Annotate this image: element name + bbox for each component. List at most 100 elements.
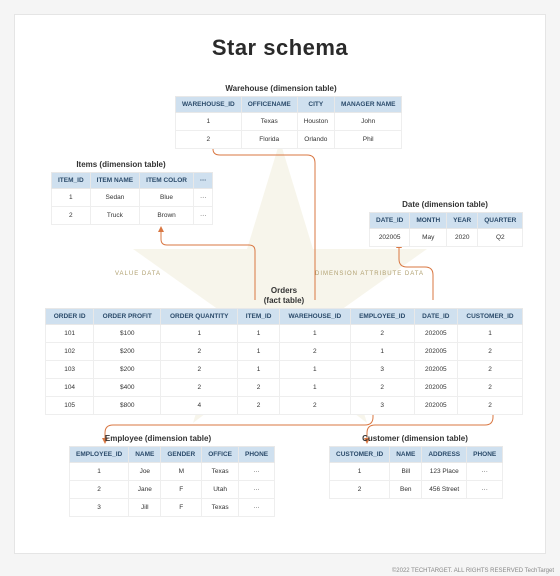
customer-table-block: Customer (dimension table) CUSTOMER_IDNA… bbox=[329, 431, 501, 499]
table-cell: Texas bbox=[202, 463, 239, 481]
table-cell: 456 Street bbox=[422, 481, 467, 499]
table-row: 3JillFTexas··· bbox=[70, 499, 275, 517]
diagram-canvas: Star schema Warehouse (dimension table) … bbox=[14, 14, 546, 554]
column-header: NAME bbox=[390, 447, 422, 463]
table-cell: ··· bbox=[467, 463, 503, 481]
column-header: PHONE bbox=[467, 447, 503, 463]
table-cell: 2 bbox=[161, 343, 238, 361]
table-cell: Blue bbox=[140, 189, 194, 207]
items-caption: Items (dimension table) bbox=[51, 157, 191, 172]
table-cell: 1 bbox=[279, 361, 350, 379]
table-cell: ··· bbox=[239, 499, 275, 517]
table-cell: 2 bbox=[279, 397, 350, 415]
column-header: ORDER PROFIT bbox=[94, 309, 161, 325]
table-cell: 2020 bbox=[447, 229, 478, 247]
table-row: 2TruckBrown··· bbox=[52, 207, 213, 225]
column-header: OFFICENAME bbox=[241, 97, 297, 113]
table-cell: 1 bbox=[279, 325, 350, 343]
table-cell: 2 bbox=[458, 397, 523, 415]
date-table-block: Date (dimension table) DATE_IDMONTHYEARQ… bbox=[369, 197, 521, 247]
table-cell: 123 Place bbox=[422, 463, 467, 481]
table-cell: Houston bbox=[297, 113, 334, 131]
table-row: 104$40022122020052 bbox=[46, 379, 523, 397]
column-header: DATE_ID bbox=[414, 309, 457, 325]
table-cell: 3 bbox=[350, 361, 414, 379]
table-cell: 2 bbox=[161, 361, 238, 379]
table-cell: John bbox=[334, 113, 402, 131]
table-row: 102$20021212020052 bbox=[46, 343, 523, 361]
table-cell: Jill bbox=[129, 499, 161, 517]
column-header: QUARTER bbox=[478, 213, 523, 229]
table-cell: May bbox=[410, 229, 447, 247]
table-cell: Truck bbox=[90, 207, 139, 225]
dimension-data-label: DIMENSION ATTRIBUTE DATA bbox=[315, 271, 424, 277]
table-row: 105$80042232020052 bbox=[46, 397, 523, 415]
table-cell: 4 bbox=[161, 397, 238, 415]
table-cell: $200 bbox=[94, 343, 161, 361]
table-cell: 1 bbox=[458, 325, 523, 343]
table-cell: ··· bbox=[239, 463, 275, 481]
diagram-title: Star schema bbox=[15, 35, 545, 61]
table-cell: ··· bbox=[467, 481, 503, 499]
table-cell: 1 bbox=[238, 361, 280, 379]
column-header: CITY bbox=[297, 97, 334, 113]
table-cell: 2 bbox=[70, 481, 129, 499]
table-cell: $100 bbox=[94, 325, 161, 343]
table-cell: 2 bbox=[330, 481, 390, 499]
table-cell: 1 bbox=[238, 325, 280, 343]
table-cell: 105 bbox=[46, 397, 94, 415]
footer-copyright: ©2022 TECHTARGET. ALL RIGHTS RESERVED Te… bbox=[392, 568, 554, 574]
table-cell: 2 bbox=[52, 207, 91, 225]
table-cell: Ben bbox=[390, 481, 422, 499]
table-cell: Brown bbox=[140, 207, 194, 225]
table-cell: 202005 bbox=[414, 397, 457, 415]
table-cell: 202005 bbox=[370, 229, 410, 247]
table-cell: 1 bbox=[350, 343, 414, 361]
table-cell: 102 bbox=[46, 343, 94, 361]
table-cell: 2 bbox=[161, 379, 238, 397]
orders-table: ORDER IDORDER PROFITORDER QUANTITYITEM_I… bbox=[45, 308, 523, 415]
table-cell: 2 bbox=[350, 325, 414, 343]
items-table: ITEM_IDITEM NAMEITEM COLOR···1SedanBlue·… bbox=[51, 172, 213, 225]
table-cell: Orlando bbox=[297, 131, 334, 149]
orders-table-block: Orders (fact table) ORDER IDORDER PROFIT… bbox=[45, 283, 523, 415]
column-header: EMPLOYEE_ID bbox=[350, 309, 414, 325]
column-header: PHONE bbox=[239, 447, 275, 463]
column-header: NAME bbox=[129, 447, 161, 463]
table-cell: 101 bbox=[46, 325, 94, 343]
table-cell: Bill bbox=[390, 463, 422, 481]
employee-table-block: Employee (dimension table) EMPLOYEE_IDNA… bbox=[69, 431, 247, 517]
warehouse-table-block: Warehouse (dimension table) WAREHOUSE_ID… bbox=[175, 81, 387, 149]
table-cell: 104 bbox=[46, 379, 94, 397]
table-cell: 2 bbox=[458, 361, 523, 379]
column-header: GENDER bbox=[161, 447, 202, 463]
table-cell: 202005 bbox=[414, 343, 457, 361]
table-cell: 1 bbox=[70, 463, 129, 481]
column-header: WAREHOUSE_ID bbox=[176, 97, 242, 113]
table-row: 2JaneFUtah··· bbox=[70, 481, 275, 499]
table-cell: Texas bbox=[241, 113, 297, 131]
table-cell: 2 bbox=[458, 343, 523, 361]
table-cell: Texas bbox=[202, 499, 239, 517]
table-cell: 1 bbox=[176, 113, 242, 131]
column-header: ITEM_ID bbox=[238, 309, 280, 325]
table-row: 1SedanBlue··· bbox=[52, 189, 213, 207]
table-cell: $200 bbox=[94, 361, 161, 379]
table-row: 1JoeMTexas··· bbox=[70, 463, 275, 481]
column-header: YEAR bbox=[447, 213, 478, 229]
table-cell: Florida bbox=[241, 131, 297, 149]
table-cell: M bbox=[161, 463, 202, 481]
column-header: ITEM_ID bbox=[52, 173, 91, 189]
table-cell: 2 bbox=[458, 379, 523, 397]
table-cell: 1 bbox=[279, 379, 350, 397]
employee-table: EMPLOYEE_IDNAMEGENDEROFFICEPHONE1JoeMTex… bbox=[69, 446, 275, 517]
table-cell: Jane bbox=[129, 481, 161, 499]
table-cell: 1 bbox=[238, 343, 280, 361]
table-row: 2Ben456 Street··· bbox=[330, 481, 503, 499]
column-header: WAREHOUSE_ID bbox=[279, 309, 350, 325]
table-cell: $400 bbox=[94, 379, 161, 397]
table-row: 101$10011122020051 bbox=[46, 325, 523, 343]
table-row: 103$20021132020052 bbox=[46, 361, 523, 379]
column-header: DATE_ID bbox=[370, 213, 410, 229]
table-cell: 1 bbox=[52, 189, 91, 207]
